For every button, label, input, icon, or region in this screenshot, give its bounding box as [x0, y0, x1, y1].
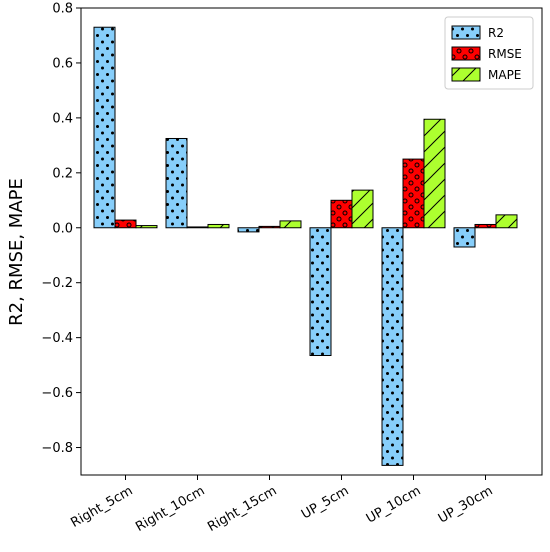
y-tick-label: −0.4	[41, 331, 73, 346]
x-tick-label: Right_15cm	[205, 483, 279, 535]
bar-r2-up_5cm	[309, 227, 332, 357]
bar-r2-right_10cm	[165, 137, 188, 229]
x-tick-label: UP_30cm	[436, 483, 496, 526]
y-tick-label: −0.6	[41, 386, 73, 401]
legend-label: R2	[488, 26, 504, 40]
y-tick-label: −0.8	[41, 441, 73, 456]
bar-mape-right_5cm	[135, 225, 158, 229]
legend: R2 RMSE MAPE	[444, 16, 534, 90]
legend-label: MAPE	[488, 68, 521, 82]
y-tick-label: 0.8	[52, 2, 73, 17]
bar-r2-up_10cm	[381, 227, 404, 466]
bar-rmse-right_5cm	[114, 219, 137, 229]
legend-item-mape: MAPE	[451, 67, 521, 82]
bar-mape-up_5cm	[351, 189, 374, 229]
x-tick-label: Right_10cm	[133, 483, 207, 535]
y-tick-label: 0.6	[52, 56, 73, 71]
y-tick-label: 0.2	[52, 166, 73, 181]
bar-rmse-up_30cm	[474, 223, 497, 229]
legend-label: RMSE	[488, 47, 522, 61]
bar-mape-right_10cm	[207, 223, 230, 229]
legend-item-rmse: RMSE	[451, 46, 522, 61]
bar-mape-up_10cm	[423, 118, 446, 229]
plot-frame	[80, 7, 543, 476]
legend-item-r2: R2	[451, 25, 504, 40]
y-axis-title: R2, RMSE, MAPE	[6, 178, 27, 326]
x-tick-label: UP_10cm	[364, 483, 424, 526]
bar-mape-right_15cm	[279, 220, 302, 229]
bar-mape-up_30cm	[495, 214, 518, 229]
bar-rmse-up_10cm	[402, 158, 425, 229]
y-tick-label: 0.4	[52, 111, 73, 126]
bar-r2-up_30cm	[453, 227, 476, 248]
bar-rmse-up_5cm	[330, 199, 353, 229]
y-tick-label: 0.0	[52, 221, 73, 236]
x-tick-label: Right_5cm	[68, 483, 135, 530]
y-tick-label: −0.2	[41, 276, 73, 291]
bar-rmse-right_15cm	[258, 225, 281, 229]
bar-r2-right_15cm	[237, 227, 260, 233]
x-tick-label: UP_5cm	[299, 483, 351, 522]
bar-rmse-right_10cm	[186, 226, 209, 229]
bar-r2-right_5cm	[93, 26, 116, 229]
